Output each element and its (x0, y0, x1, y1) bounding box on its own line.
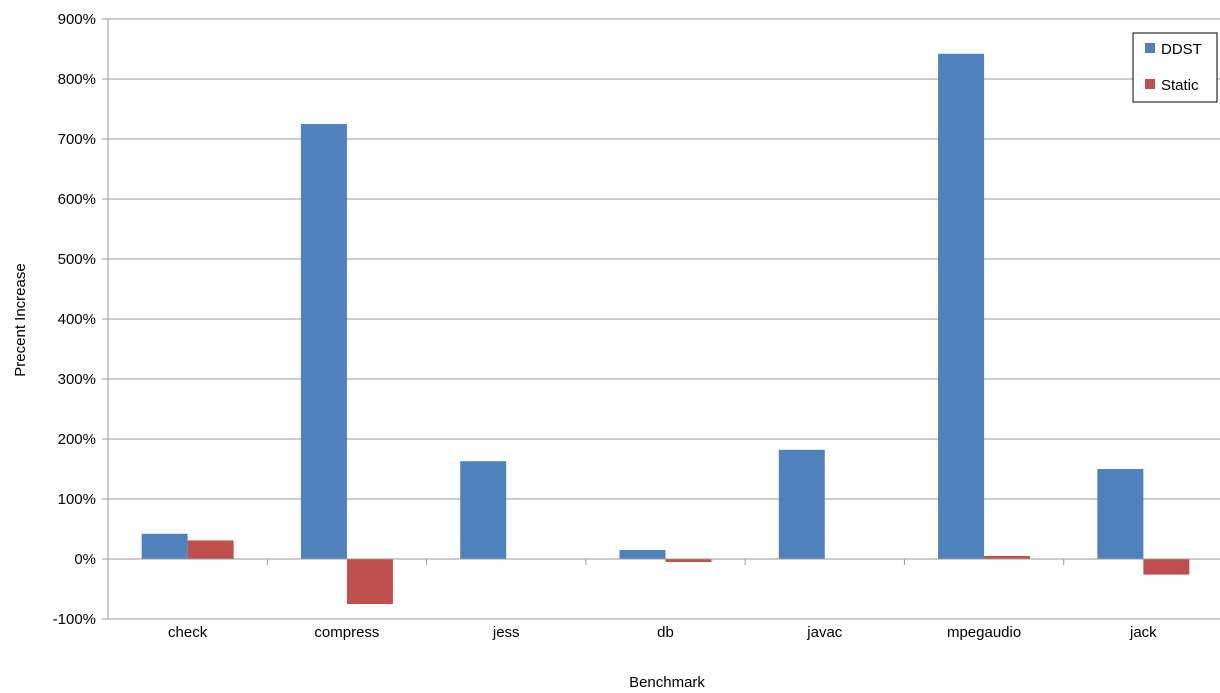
bar-static-check (187, 540, 234, 559)
gridlines (108, 18, 1220, 620)
y-tick-label: 500% (58, 251, 96, 268)
x-tick-label: mpegaudio (947, 624, 1021, 641)
x-tick-label: jack (1129, 624, 1157, 641)
y-tick-label: 100% (58, 491, 96, 508)
legend-label-static: Static (1161, 77, 1199, 94)
bar-static-jack (1143, 559, 1190, 575)
bar-ddst-jack (1097, 469, 1144, 559)
bar-static-db (665, 559, 712, 562)
bar-ddst-db (619, 550, 666, 559)
y-tick-label: 600% (58, 191, 96, 208)
legend: DDST Static (1132, 32, 1218, 103)
x-tick-label: javac (806, 624, 843, 641)
x-axis-label: Benchmark (629, 674, 705, 691)
legend-label-ddst: DDST (1161, 41, 1202, 58)
bar-static-mpegaudio (984, 556, 1031, 559)
y-tick-label: 700% (58, 131, 96, 148)
y-tick-label: 400% (58, 311, 96, 328)
x-tick-label: check (168, 624, 208, 641)
bar-ddst-compress (300, 124, 347, 559)
x-tick-label: jess (492, 624, 520, 641)
bar-ddst-check (141, 533, 188, 559)
bar-ddst-mpegaudio (938, 53, 985, 560)
y-axis-ticks: -100% 0% 100% 200% 300% 400% 500% 600% 700% 800% 9… (53, 11, 109, 628)
y-axis-label: Precent Increase (12, 263, 29, 376)
bars (141, 53, 1190, 604)
category-labels: check compress jess db javac mpegaudio jack (168, 624, 1157, 641)
x-tick-label: db (657, 624, 674, 641)
x-axis (107, 558, 1220, 565)
bar-ddst-jess (460, 461, 507, 559)
y-tick-label: 0% (74, 551, 96, 568)
legend-swatch-static (1145, 79, 1155, 89)
legend-swatch-ddst (1145, 43, 1155, 53)
y-tick-label: 800% (58, 71, 96, 88)
y-tick-label: 300% (58, 371, 96, 388)
bar-static-compress (346, 559, 393, 604)
bar-ddst-javac (778, 449, 825, 559)
y-tick-label: 200% (58, 431, 96, 448)
y-tick-label: 900% (58, 11, 96, 28)
y-tick-label: -100% (53, 611, 96, 628)
x-tick-label: compress (314, 624, 379, 641)
